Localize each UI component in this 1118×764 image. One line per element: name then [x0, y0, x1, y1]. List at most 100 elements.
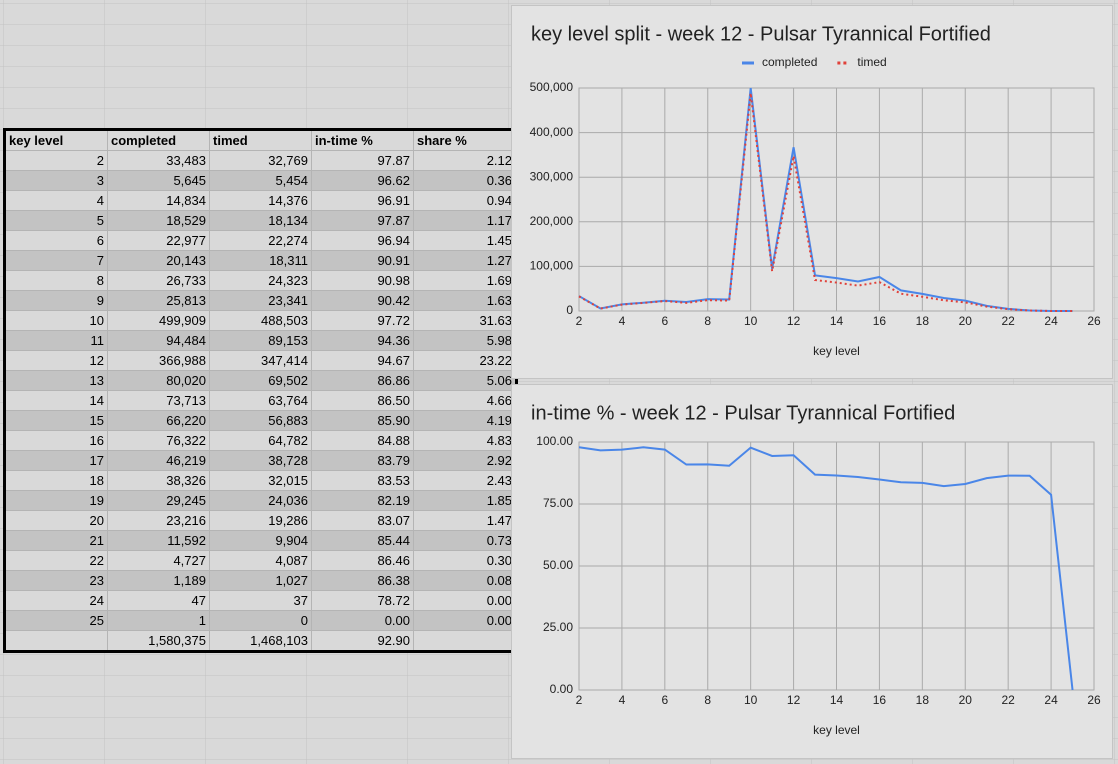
table-cell: 1,189 — [107, 570, 210, 591]
table-cell: 19 — [4, 490, 108, 511]
table-cell: 2.12 — [413, 150, 517, 171]
table-cell: 33,483 — [107, 150, 210, 171]
x-tick-label: 12 — [787, 693, 801, 707]
table-cell: 347,414 — [209, 350, 312, 371]
y-tick-label: 75.00 — [543, 496, 573, 510]
table-row: 10 499,909 488,503 97.72 31.63 — [4, 310, 517, 331]
x-tick-label: 24 — [1044, 314, 1058, 328]
table-row: 24 47 37 78.72 0.00 — [4, 590, 517, 611]
y-tick-label: 50.00 — [543, 558, 573, 572]
series-line — [578, 87, 1073, 312]
table-cell: 22 — [4, 550, 108, 571]
table-cell: 2.92 — [413, 450, 517, 471]
x-tick-label: 8 — [704, 314, 711, 328]
x-tick-label: 14 — [830, 693, 844, 707]
x-tick-label: 26 — [1087, 314, 1101, 328]
table-cell: 1.63 — [413, 290, 517, 311]
table-cell: 1,468,103 — [209, 630, 312, 652]
table-cell: 1.47 — [413, 510, 517, 531]
table-row: 1,580,375 1,468,103 92.90 — [4, 630, 517, 652]
table-cell: 69,502 — [209, 370, 312, 391]
table-cell: timed — [209, 129, 312, 151]
x-tick-label: 22 — [1001, 314, 1015, 328]
series-line — [578, 446, 1074, 691]
chart: in-time % - week 12 - Pulsar Tyrannical … — [531, 402, 1101, 737]
table-cell: 4,727 — [107, 550, 210, 571]
table-cell: 66,220 — [107, 410, 210, 431]
table-row: 2 33,483 32,769 97.87 2.12 — [4, 150, 517, 171]
table-cell: 38,326 — [107, 470, 210, 491]
x-axis-title: key level — [813, 344, 860, 358]
x-tick-label: 4 — [619, 314, 626, 328]
plot-border — [578, 87, 1095, 312]
table-cell: 96.91 — [311, 190, 414, 211]
y-tick-label: 100.00 — [536, 434, 573, 448]
table-cell: 12 — [4, 350, 108, 371]
y-tick-label: 0 — [566, 303, 573, 317]
table-cell: 4.83 — [413, 430, 517, 451]
table-cell: 56,883 — [209, 410, 312, 431]
table-row: 18 38,326 32,015 83.53 2.43 — [4, 470, 517, 491]
table-cell: 0.30 — [413, 550, 517, 571]
table-cell: 31.63 — [413, 310, 517, 331]
table-cell: 37 — [209, 590, 312, 611]
table-cell: 76,322 — [107, 430, 210, 451]
table-cell: 80,020 — [107, 370, 210, 391]
table-row: 16 76,322 64,782 84.88 4.83 — [4, 430, 517, 451]
table-cell: 10 — [4, 310, 108, 331]
table-row: 25 1 0 0.00 0.00 — [4, 610, 517, 631]
y-tick-label: 25.00 — [543, 620, 573, 634]
table-cell: 24 — [4, 590, 108, 611]
table-cell: 14,376 — [209, 190, 312, 211]
y-tick-label: 200,000 — [530, 214, 574, 228]
table-cell: 14,834 — [107, 190, 210, 211]
table-cell: 90.98 — [311, 270, 414, 291]
table-cell: 97.87 — [311, 150, 414, 171]
x-tick-label: 26 — [1087, 693, 1101, 707]
table-cell: 1,027 — [209, 570, 312, 591]
table-cell: 25,813 — [107, 290, 210, 311]
x-tick-label: 16 — [873, 693, 887, 707]
table-cell: 0.08 — [413, 570, 517, 591]
plot-border — [578, 441, 1095, 691]
x-tick-label: 12 — [787, 314, 801, 328]
table-cell: 5,454 — [209, 170, 312, 191]
table-row: 6 22,977 22,274 96.94 1.45 — [4, 230, 517, 251]
table-cell: 26,733 — [107, 270, 210, 291]
table-cell: 63,764 — [209, 390, 312, 411]
table-row: 21 11,592 9,904 85.44 0.73 — [4, 530, 517, 551]
table-cell — [413, 630, 517, 652]
table-cell: 20,143 — [107, 250, 210, 271]
x-tick-label: 20 — [959, 693, 973, 707]
table-row: 20 23,216 19,286 83.07 1.47 — [4, 510, 517, 531]
table-row: 22 4,727 4,087 86.46 0.30 — [4, 550, 517, 571]
table-cell: 23.22 — [413, 350, 517, 371]
table-cell: 5 — [4, 210, 108, 231]
table-cell: 0.00 — [311, 610, 414, 631]
table-cell: 488,503 — [209, 310, 312, 331]
table-cell: 83.07 — [311, 510, 414, 531]
table-row: 19 29,245 24,036 82.19 1.85 — [4, 490, 517, 511]
chart-title: key level split - week 12 - Pulsar Tyran… — [531, 23, 991, 45]
x-tick-label: 20 — [959, 314, 973, 328]
table-cell: 78.72 — [311, 590, 414, 611]
table-cell: 90.91 — [311, 250, 414, 271]
table-cell: key level — [4, 129, 108, 151]
table-cell: 24,323 — [209, 270, 312, 291]
table-cell: 86.86 — [311, 370, 414, 391]
table-cell: 0.00 — [413, 610, 517, 631]
x-tick-label: 18 — [916, 693, 930, 707]
table-cell: share % — [413, 129, 517, 151]
series-line — [578, 93, 1073, 312]
table-cell: 85.90 — [311, 410, 414, 431]
table-cell: 9,904 — [209, 530, 312, 551]
table-cell: 1,580,375 — [107, 630, 210, 652]
x-tick-label: 2 — [576, 314, 583, 328]
table-cell: 46,219 — [107, 450, 210, 471]
table-row: 5 18,529 18,134 97.87 1.17 — [4, 210, 517, 231]
data-table: key level completed timed in-time % share % 2… — [3, 128, 518, 653]
table-cell: completed — [107, 129, 210, 151]
table-cell: 83.53 — [311, 470, 414, 491]
table-cell: 499,909 — [107, 310, 210, 331]
table-row: 11 94,484 89,153 94.36 5.98 — [4, 330, 517, 351]
